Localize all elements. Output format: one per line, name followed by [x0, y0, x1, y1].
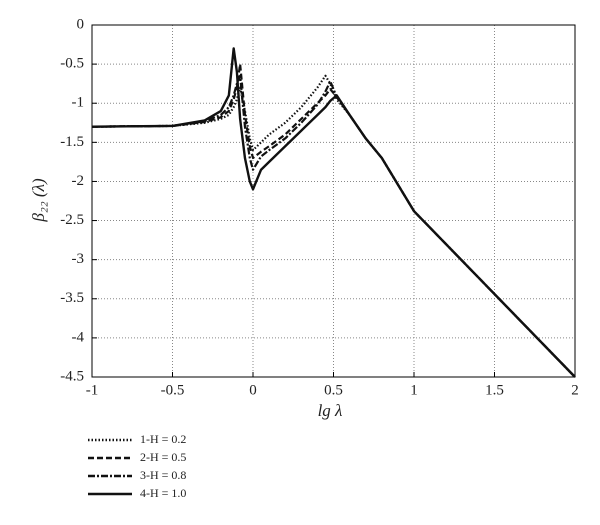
x-tick-label: -1: [86, 382, 99, 398]
y-tick-label: -1: [72, 95, 85, 111]
x-axis-label: lg λ: [318, 401, 343, 420]
y-tick-label: -3: [72, 251, 85, 267]
x-tick-label: 2: [571, 382, 579, 398]
legend-label: 3-H = 0.8: [140, 468, 186, 482]
series-line: [91, 63, 576, 378]
series-line: [91, 47, 576, 378]
x-tick-label: -0.5: [161, 382, 185, 398]
y-tick-label: -1.5: [60, 134, 84, 150]
y-tick-label: 0: [77, 16, 85, 32]
x-tick-label: 1: [410, 382, 418, 398]
x-tick-label: 0: [249, 382, 257, 398]
plot-frame: [91, 24, 576, 378]
y-tick-label: -2: [72, 173, 85, 189]
y-tick-label: -2.5: [60, 212, 84, 228]
legend-label: 4-H = 1.0: [140, 486, 186, 500]
x-tick-label: 1.5: [485, 382, 504, 398]
y-tick-label: -4: [72, 329, 85, 345]
y-tick-label: -0.5: [60, 56, 84, 72]
y-axis-label: β₂₂ (λ): [29, 178, 48, 223]
legend-label: 1-H = 0.2: [140, 432, 186, 446]
x-tick-label: 0.5: [324, 382, 343, 398]
y-tick-label: -4.5: [60, 368, 84, 384]
y-tick-label: -3.5: [60, 290, 84, 306]
legend-label: 2-H = 0.5: [140, 450, 186, 464]
